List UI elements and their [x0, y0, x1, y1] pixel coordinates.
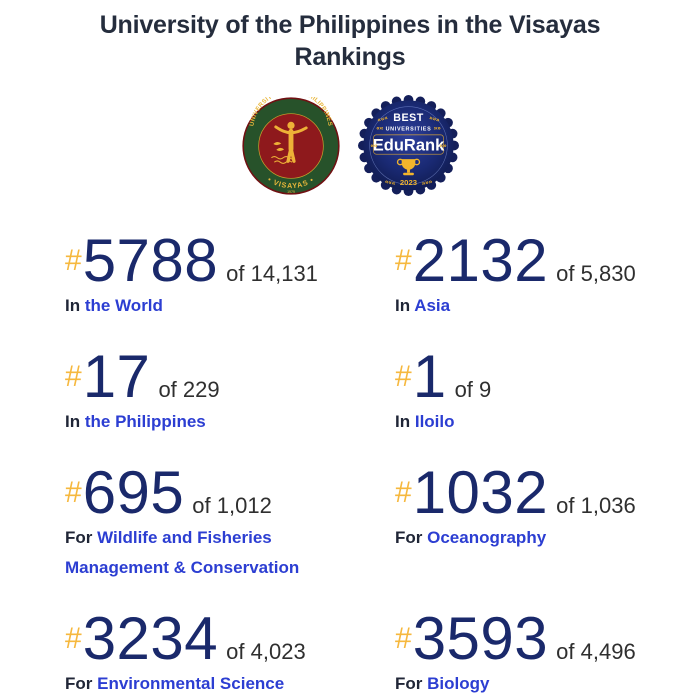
rank-hash: # — [65, 475, 82, 509]
rank-label: For Oceanography — [395, 523, 697, 553]
rank-label-prefix: In — [65, 411, 81, 431]
rank-line: #3593 of 4,496 — [395, 604, 700, 672]
ranking-item-iloilo: #1 of 9 In Iloilo — [395, 342, 700, 437]
rank-line: #3234 of 4,023 — [65, 604, 395, 672]
rank-value: 17 — [82, 342, 151, 410]
ranking-item-wildlife-fisheries: #695 of 1,012 For Wildlife and Fisheries… — [65, 458, 395, 583]
rank-label-prefix: In — [395, 411, 411, 431]
rank-category-link[interactable]: Iloilo — [414, 411, 455, 431]
edurank-badge-logo: BEST UNIVERSITIES EduRank 2023 ««« »»» «… — [357, 95, 459, 196]
rank-hash: # — [65, 621, 82, 655]
rank-category-link[interactable]: Asia — [414, 295, 451, 315]
rank-value: 695 — [82, 458, 185, 526]
rank-label-prefix: For — [395, 527, 423, 547]
fish-icon — [275, 147, 284, 151]
ranking-item-philippines: #17 of 229 In the Philippines — [65, 342, 395, 437]
rank-total: of 14,131 — [226, 260, 318, 286]
page-title: University of the Philippines in the Vis… — [99, 11, 601, 71]
svg-text:«««: ««« — [376, 114, 388, 124]
rank-category-link[interactable]: the World — [84, 295, 163, 315]
badge-brand-frame — [372, 134, 444, 155]
rank-label: For Wildlife and Fisheries Management & … — [65, 523, 367, 583]
rank-label-prefix: In — [65, 295, 81, 315]
svg-text:»»: »» — [433, 125, 441, 132]
badge-best-label: BEST — [393, 112, 423, 124]
badge-universities-label: UNIVERSITIES — [385, 126, 431, 132]
trophy-icon — [396, 158, 420, 176]
rank-hash: # — [65, 243, 82, 277]
rank-category-link[interactable]: Biology — [427, 673, 490, 693]
svg-text:»»: »» — [439, 142, 447, 149]
rank-hash: # — [65, 359, 82, 393]
rankings-grid: #5788 of 14,131 In the World #2132 of 5,… — [0, 226, 700, 700]
rank-label: For Environmental Science — [65, 669, 367, 699]
svg-text:««: «« — [376, 125, 384, 132]
rank-value: 2132 — [412, 226, 549, 294]
ranking-item-environmental-science: #3234 of 4,023 For Environmental Science — [65, 604, 395, 699]
rank-label-prefix: For — [65, 527, 93, 547]
svg-text:«««: ««« — [384, 178, 396, 187]
rank-value: 1032 — [412, 458, 549, 526]
badge-brand-text: EduRank — [372, 136, 444, 154]
rank-line: #1032 of 1,036 — [395, 458, 700, 526]
rank-hash: # — [395, 621, 412, 655]
badge-laurel-decor: ««« »»» «« »» «« »» ««« »»» — [370, 114, 447, 187]
oblation-figure-icon — [270, 121, 308, 164]
rank-total: of 9 — [454, 376, 492, 402]
logos-row: UNIVERSITY OF THE PHILIPPINES • VISAYAS … — [0, 95, 700, 196]
ranking-item-asia: #2132 of 5,830 In Asia — [395, 226, 700, 321]
waves-icon — [270, 155, 295, 164]
svg-text:»»»: »»» — [421, 178, 433, 187]
ranking-item-biology: #3593 of 4,496 For Biology — [395, 604, 700, 699]
rank-line: #2132 of 5,830 — [395, 226, 700, 294]
rank-label-prefix: In — [395, 295, 411, 315]
svg-text:»»»: »»» — [428, 114, 440, 124]
rank-total: of 4,023 — [226, 638, 306, 664]
rank-total: of 5,830 — [556, 260, 636, 286]
rank-value: 3234 — [82, 604, 219, 672]
rank-label-prefix: For — [65, 673, 93, 693]
rank-line: #5788 of 14,131 — [65, 226, 395, 294]
rank-label-prefix: For — [395, 673, 423, 693]
rank-line: #695 of 1,012 — [65, 458, 395, 526]
rank-label: In the World — [65, 291, 367, 321]
rank-value: 1 — [412, 342, 447, 410]
rank-hash: # — [395, 243, 412, 277]
fish-icon — [272, 141, 281, 145]
rank-total: of 229 — [158, 376, 220, 402]
up-visayas-seal-logo: UNIVERSITY OF THE PHILIPPINES • VISAYAS … — [241, 97, 340, 195]
ranking-item-world: #5788 of 14,131 In the World — [65, 226, 395, 321]
badge-year: 2023 — [399, 178, 417, 187]
rank-category-link[interactable]: Wildlife and Fisheries Management & Cons… — [65, 527, 300, 577]
badge-face — [362, 100, 454, 191]
rank-label: In the Philippines — [65, 407, 367, 437]
rank-value: 3593 — [412, 604, 549, 672]
rank-hash: # — [395, 475, 412, 509]
rank-line: #1 of 9 — [395, 342, 700, 410]
rank-category-link[interactable]: Oceanography — [427, 527, 547, 547]
ranking-item-oceanography: #1032 of 1,036 For Oceanography — [395, 458, 700, 583]
svg-text:««: «« — [370, 142, 378, 149]
rank-total: of 1,036 — [556, 492, 636, 518]
rank-label: For Biology — [395, 669, 697, 699]
rank-category-link[interactable]: the Philippines — [84, 411, 206, 431]
rank-total: of 4,496 — [556, 638, 636, 664]
rank-line: #17 of 229 — [65, 342, 395, 410]
rank-value: 5788 — [82, 226, 219, 294]
rank-hash: # — [395, 359, 412, 393]
seal-year: 1979 — [287, 190, 295, 194]
rank-total: of 1,012 — [192, 492, 272, 518]
rank-label: In Asia — [395, 291, 697, 321]
badge-inner-ring — [368, 106, 448, 185]
rank-category-link[interactable]: Environmental Science — [97, 673, 285, 693]
rank-label: In Iloilo — [395, 407, 697, 437]
